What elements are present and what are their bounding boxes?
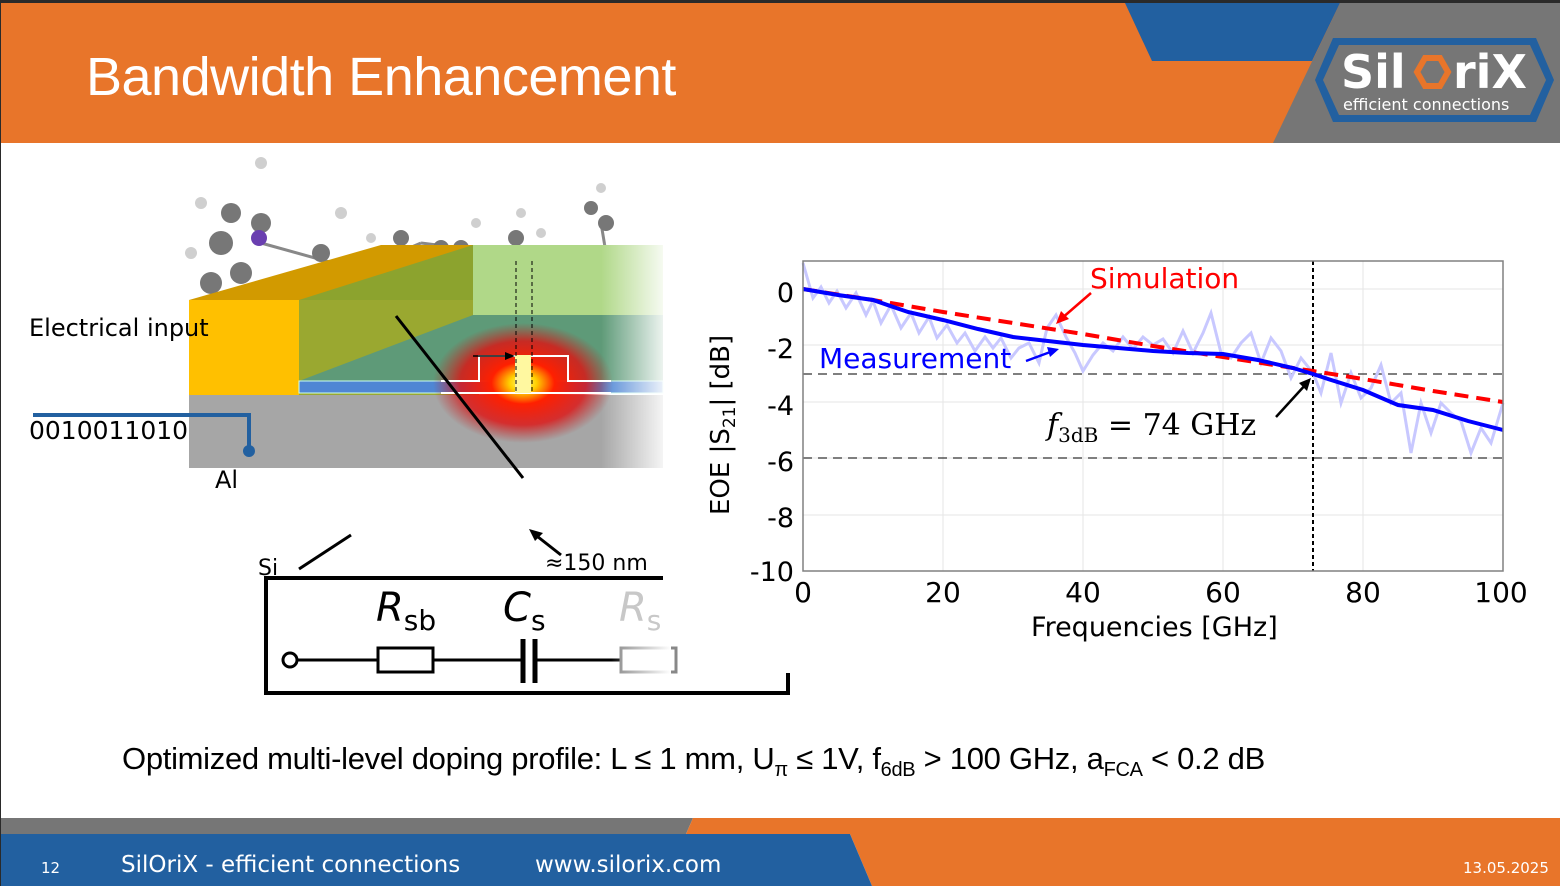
footer-background <box>1 818 1560 886</box>
x-tick: 80 <box>1345 576 1381 609</box>
x-tick: 0 <box>794 576 812 609</box>
logo-text-right: riX <box>1453 45 1527 99</box>
x-axis-label: Frequencies [GHz] <box>1031 612 1278 643</box>
measurement-annotation: Measurement <box>819 342 1012 375</box>
y-tick: -8 <box>767 503 794 534</box>
rs-label: Rs <box>619 585 662 637</box>
page-number: 12 <box>41 859 61 877</box>
chart-plot-frame <box>802 260 1504 572</box>
al-label: Al <box>215 466 239 494</box>
x-tick: 20 <box>925 576 961 609</box>
bit-sequence-label: 0010011010 <box>29 416 189 445</box>
y-tick: -2 <box>767 334 794 365</box>
y-tick: 0 <box>776 278 794 309</box>
electrical-input-label: Electrical input <box>29 314 209 342</box>
rsb-label: Rsb <box>376 585 437 637</box>
resistor-rsb-icon <box>376 646 435 674</box>
logo-text-left: Sil <box>1341 45 1406 99</box>
y-tick: -4 <box>767 391 794 422</box>
footer-date: 13.05.2025 <box>1463 859 1549 877</box>
cs-label: Cs <box>503 585 546 637</box>
x-tick: 100 <box>1474 576 1528 609</box>
logo-hexagon-icon <box>1413 55 1452 89</box>
eoe-s21-chart <box>801 260 1505 572</box>
footer-website-link[interactable]: www.silorix.com <box>535 852 722 878</box>
measurement-line <box>802 287 1504 432</box>
y-axis-label: EOE |S21| [dB] <box>706 334 741 515</box>
doping-profile-caption: Optimized multi-level doping profile: L … <box>122 741 1265 781</box>
circuit-box <box>264 576 790 695</box>
logo-tagline: efficient connections <box>1343 95 1509 114</box>
y-tick: -6 <box>767 447 794 478</box>
slide: Bandwidth Enhancement Sil riX efficient … <box>1 3 1560 886</box>
y-tick: -10 <box>749 557 794 588</box>
al-electrode <box>189 300 299 395</box>
footer-company: SilOriX - efficient connections <box>121 852 461 878</box>
f3db-annotation: f3dB = 74 GHz <box>1047 408 1257 447</box>
circuit-terminal-icon <box>281 651 299 669</box>
silorix-logo: Sil riX efficient connections <box>1315 38 1554 122</box>
x-tick: 60 <box>1205 576 1241 609</box>
gap-width-label: ≈150 nm <box>545 551 648 576</box>
page-title: Bandwidth Enhancement <box>86 47 676 107</box>
x-tick: 40 <box>1065 576 1101 609</box>
si-label: Si <box>258 556 279 576</box>
input-wire <box>33 413 251 449</box>
simulation-line <box>802 287 1504 404</box>
simulation-annotation: Simulation <box>1090 262 1240 295</box>
modulator-diagram <box>33 157 790 695</box>
